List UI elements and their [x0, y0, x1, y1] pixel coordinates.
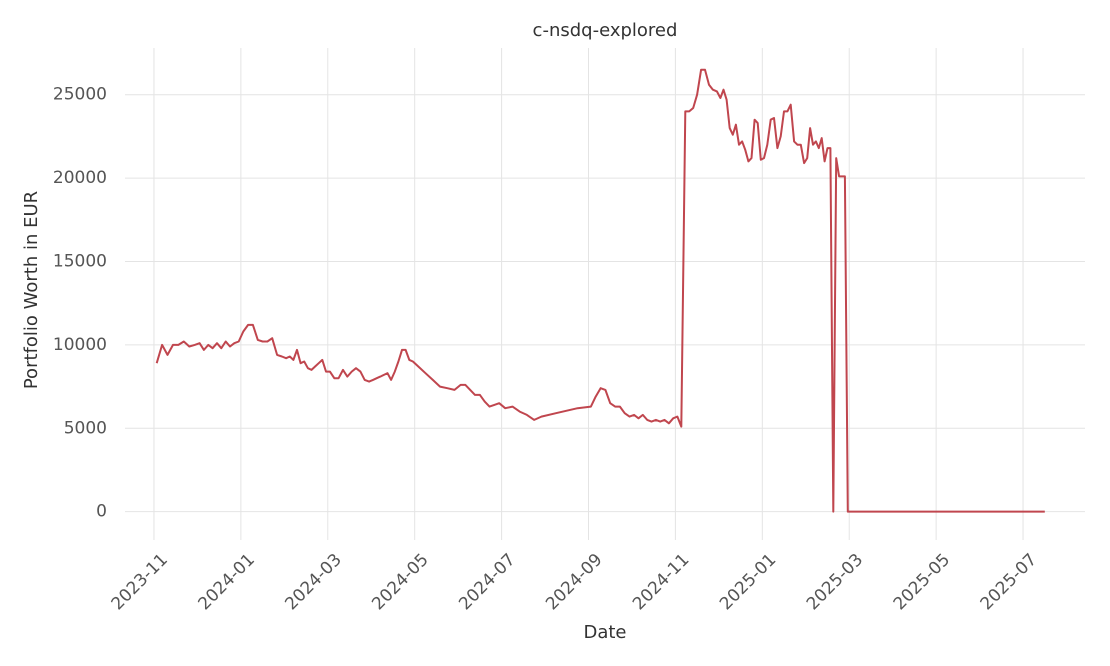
y-tick-label: 0 — [96, 502, 107, 522]
y-tick-label: 20000 — [53, 168, 107, 188]
y-tick-label: 25000 — [53, 85, 107, 105]
x-tick-label: 2024-07 — [455, 550, 519, 614]
x-tick-label: 2025-01 — [716, 550, 780, 614]
y-tick-label: 15000 — [53, 251, 107, 271]
x-axis-label: Date — [583, 622, 626, 643]
x-tick-label: 2025-05 — [890, 550, 954, 614]
data-line — [155, 68, 1045, 513]
chart-title: c-nsdq-explored — [533, 20, 678, 41]
y-axis-label: Portfolio Worth in EUR — [21, 191, 42, 389]
y-tick-label: 10000 — [53, 335, 107, 355]
x-tick-label: 2023-11 — [108, 550, 172, 614]
x-tick-label: 2025-03 — [803, 550, 867, 614]
x-tick-label: 2024-03 — [281, 550, 345, 614]
x-tick-label: 2024-09 — [542, 550, 606, 614]
y-tick-label: 5000 — [64, 418, 107, 438]
x-tick-label: 2024-11 — [629, 550, 693, 614]
x-tick-label: 2025-07 — [977, 550, 1041, 614]
x-tick-label: 2024-01 — [195, 550, 259, 614]
x-tick-label: 2024-05 — [368, 550, 432, 614]
